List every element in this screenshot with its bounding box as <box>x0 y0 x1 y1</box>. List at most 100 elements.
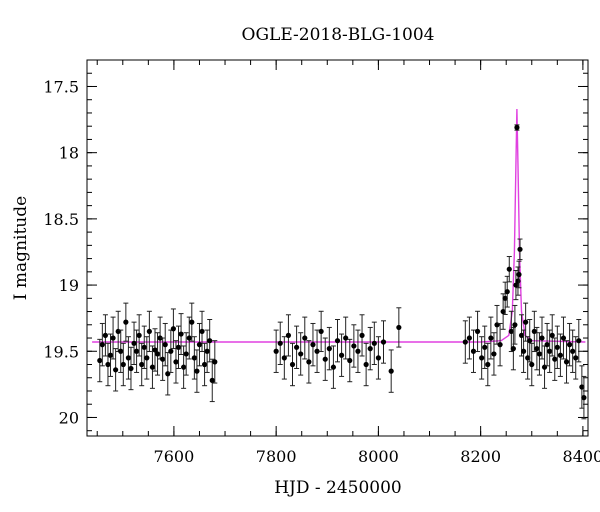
data-point <box>207 318 213 363</box>
y-tick-label: 19 <box>59 276 79 295</box>
data-point <box>201 342 208 387</box>
data-point <box>573 336 579 380</box>
data-marker <box>141 344 147 350</box>
data-point <box>97 338 103 383</box>
data-point <box>547 329 553 373</box>
data-point <box>196 322 203 367</box>
data-marker <box>154 351 161 357</box>
data-marker <box>527 338 533 344</box>
data-marker <box>178 331 184 337</box>
data-point <box>113 348 119 392</box>
data-marker <box>523 319 529 325</box>
data-point <box>570 329 576 373</box>
data-point <box>581 375 587 420</box>
data-point <box>181 345 187 389</box>
data-marker <box>168 348 174 354</box>
data-marker <box>554 344 560 350</box>
data-marker <box>539 335 545 341</box>
data-marker <box>573 355 579 361</box>
data-marker <box>173 359 179 365</box>
data-point <box>168 329 174 373</box>
data-marker <box>525 355 531 361</box>
data-point <box>560 316 567 360</box>
data-marker <box>302 335 308 341</box>
data-marker <box>99 342 105 348</box>
data-marker <box>479 355 485 361</box>
data-point <box>375 336 381 380</box>
data-marker <box>549 332 555 338</box>
data-point <box>388 349 394 393</box>
data-marker <box>183 351 189 357</box>
data-marker <box>310 342 316 348</box>
data-marker <box>125 355 132 361</box>
data-marker <box>506 266 512 272</box>
data-point <box>189 302 195 342</box>
data-point <box>380 320 387 364</box>
data-marker <box>531 328 537 335</box>
data-marker <box>152 347 158 353</box>
data-marker <box>107 352 114 358</box>
data-marker <box>196 342 203 348</box>
data-marker <box>189 319 195 325</box>
data-marker <box>529 361 535 368</box>
data-marker <box>186 335 192 341</box>
data-marker <box>502 295 508 301</box>
data-marker <box>581 395 587 401</box>
data-marker <box>281 355 287 361</box>
data-marker <box>199 328 205 335</box>
data-point <box>506 256 512 283</box>
data-point <box>566 322 573 367</box>
data-marker <box>570 348 576 354</box>
data-marker <box>133 348 140 354</box>
data-marker <box>318 328 324 335</box>
data-point <box>306 340 312 384</box>
data-point <box>371 321 377 366</box>
data-marker <box>118 348 124 354</box>
data-marker <box>517 246 523 252</box>
data-marker <box>160 356 166 362</box>
data-marker <box>144 355 150 361</box>
x-tick-label: 8000 <box>358 447 399 466</box>
data-marker <box>123 319 129 325</box>
data-marker <box>285 332 292 338</box>
data-point <box>466 316 472 360</box>
data-marker <box>314 348 320 354</box>
data-marker <box>204 348 210 354</box>
data-point <box>152 328 158 372</box>
data-marker <box>497 342 503 348</box>
data-point <box>186 316 192 360</box>
data-point <box>396 307 402 348</box>
data-marker <box>149 364 156 370</box>
data-point <box>115 310 121 353</box>
data-marker <box>388 368 394 374</box>
data-marker <box>338 352 345 358</box>
data-marker <box>207 338 213 344</box>
data-marker <box>504 289 510 295</box>
plot-frame <box>86 59 589 437</box>
data-marker <box>508 328 514 335</box>
data-marker <box>510 346 516 352</box>
data-point <box>363 342 369 387</box>
data-point <box>557 333 563 377</box>
y-tick-label: 19.5 <box>43 342 79 361</box>
data-point <box>367 326 373 371</box>
photometry-data-points <box>97 124 587 420</box>
data-point <box>338 333 345 377</box>
data-point <box>541 345 548 389</box>
data-marker <box>512 322 518 328</box>
data-point <box>334 318 341 363</box>
data-marker <box>334 338 341 344</box>
data-point <box>289 342 296 387</box>
data-marker <box>351 343 357 349</box>
data-marker <box>343 335 349 341</box>
data-point <box>285 314 292 357</box>
data-point <box>120 342 126 387</box>
data-marker <box>470 348 477 354</box>
data-marker <box>547 348 553 354</box>
x-tick-labels: 7600 7800 8000 8200 8400 <box>154 447 600 466</box>
data-point <box>157 316 163 360</box>
data-point <box>474 310 481 353</box>
data-point <box>131 321 137 366</box>
data-marker <box>513 282 519 288</box>
